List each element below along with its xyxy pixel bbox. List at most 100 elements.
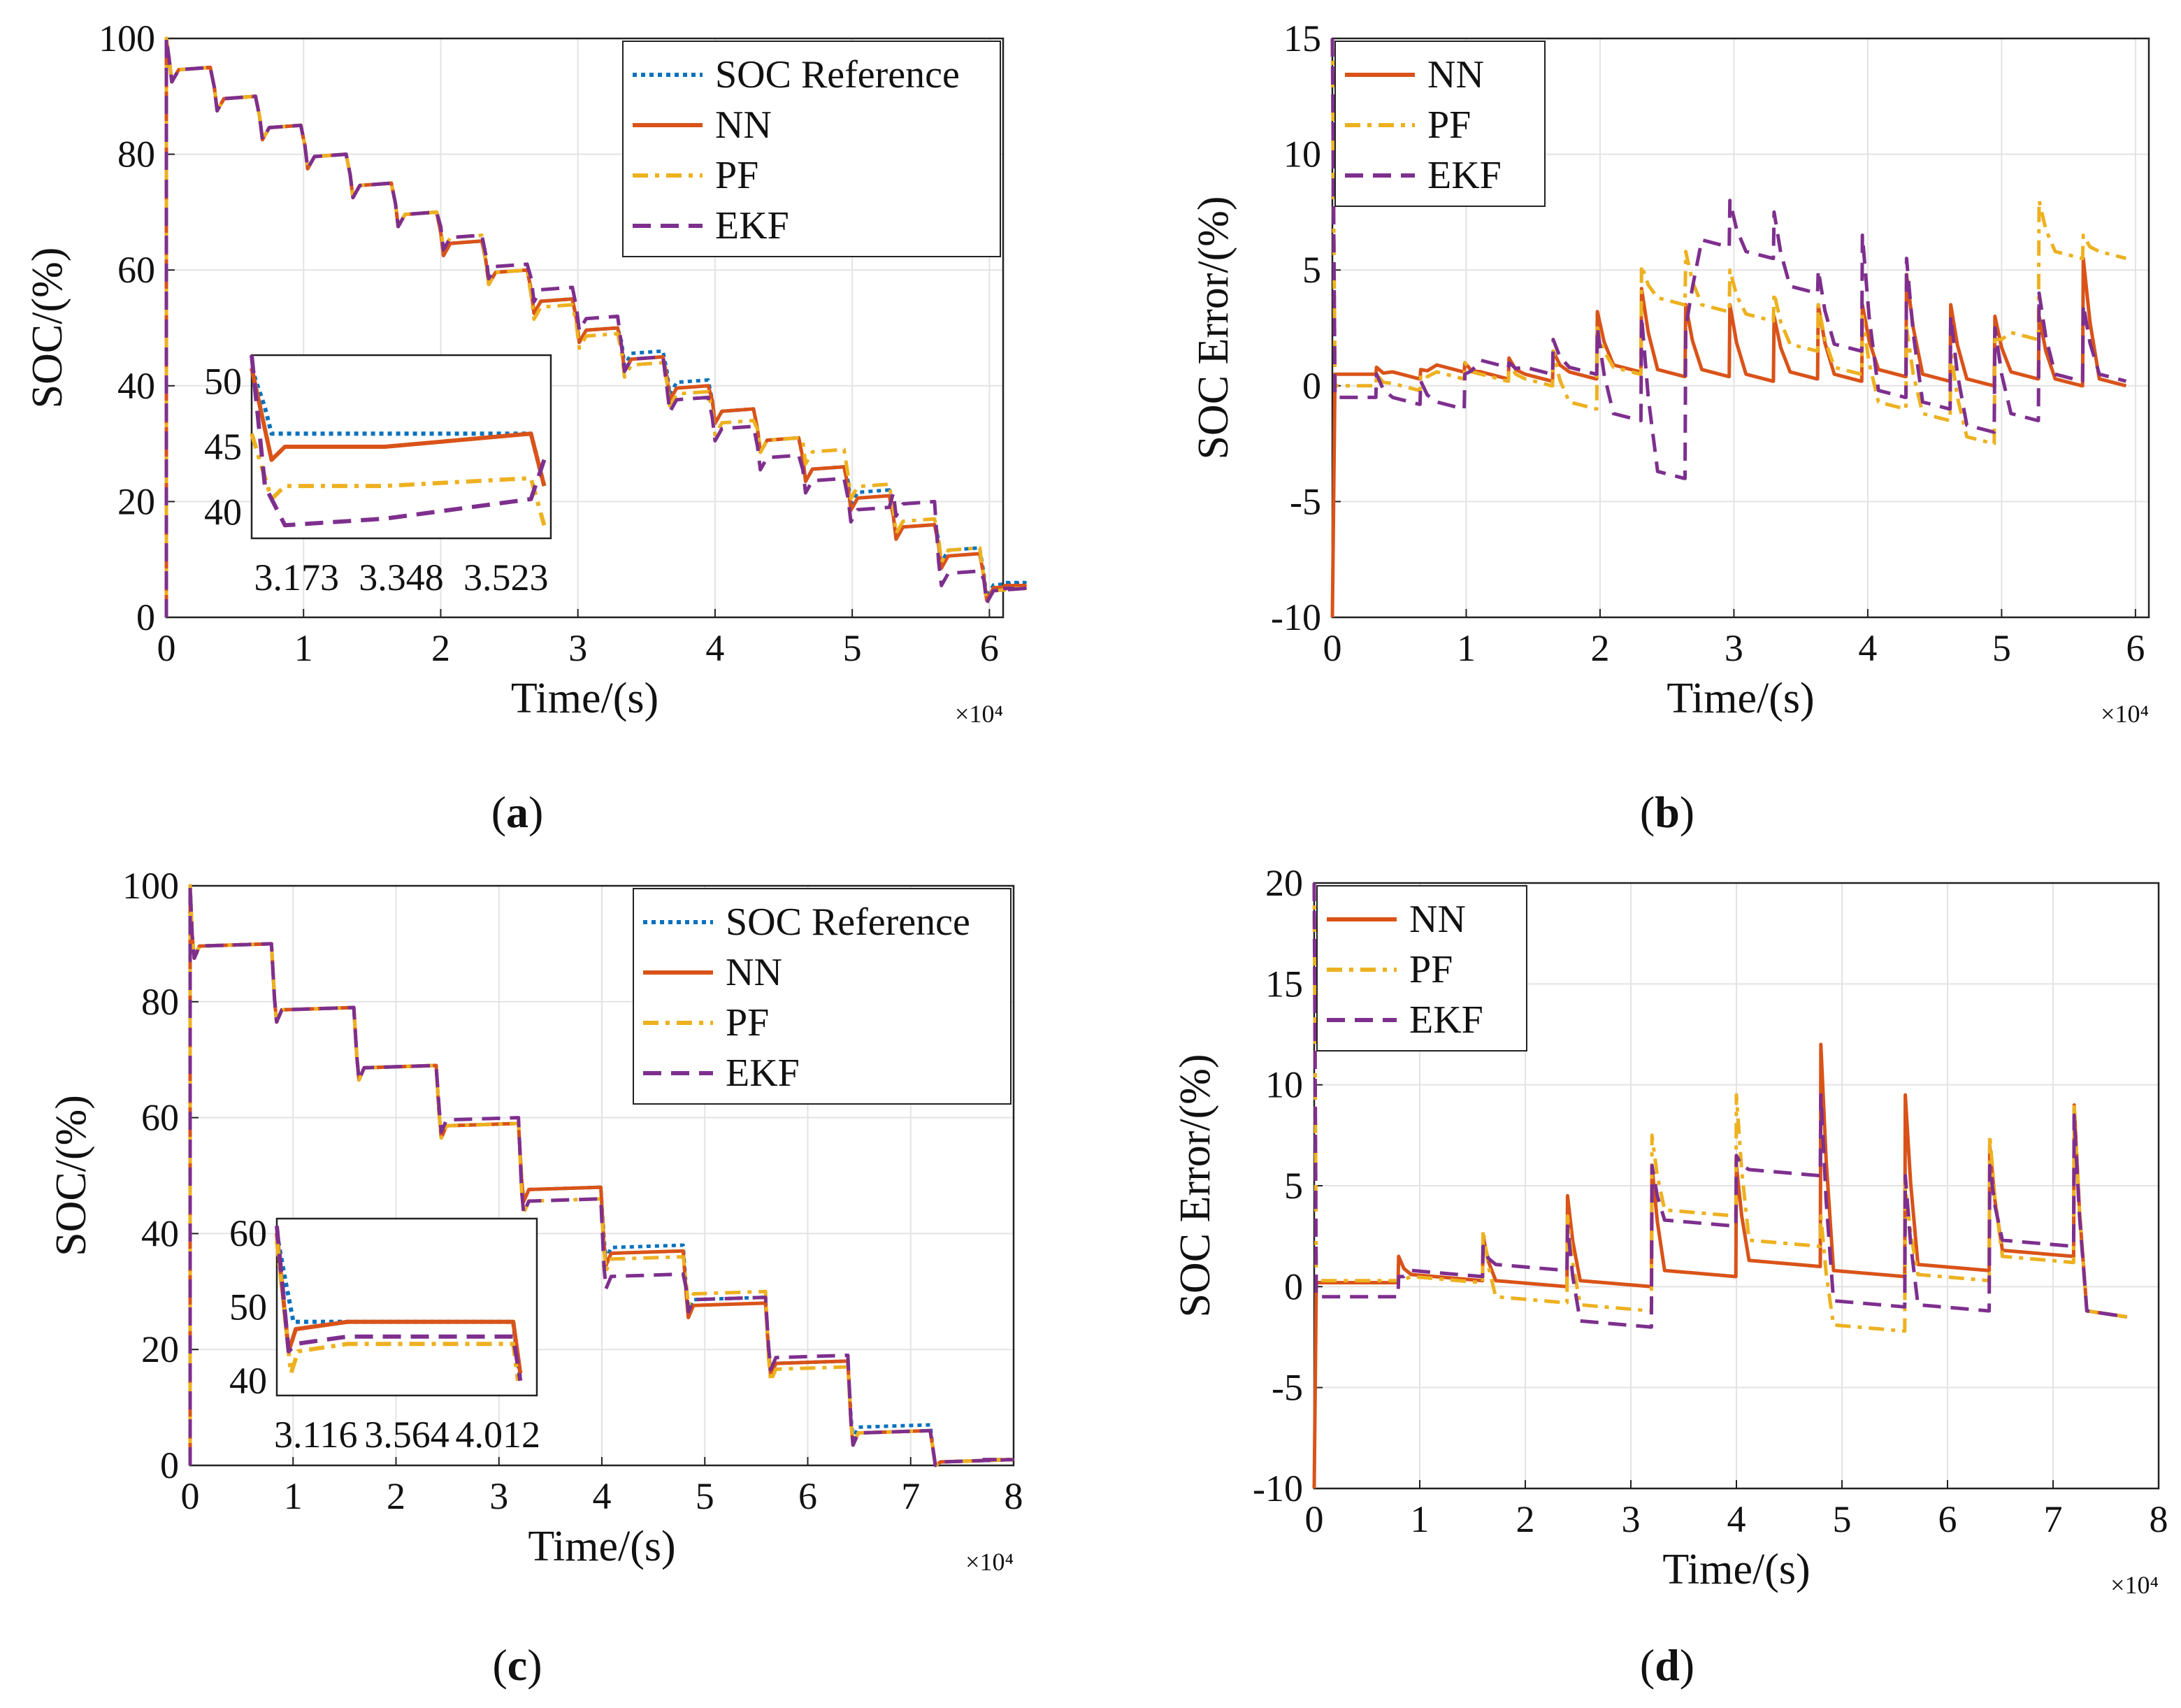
legend-label-nn: NN	[1409, 898, 1466, 941]
series-line-ekf	[1312, 882, 2128, 1329]
x-exponent-label: ×10⁴	[965, 1548, 1014, 1576]
legend-label-soc-reference: SOC Reference	[715, 53, 960, 96]
x-tick-label: 2	[387, 1475, 405, 1517]
inset-frame	[275, 1217, 538, 1397]
inset-y-tick-label: 40	[229, 1360, 267, 1402]
x-tick-label: 0	[181, 1475, 200, 1517]
x-tick-label: 8	[1005, 1475, 1023, 1517]
y-tick-label: -10	[1253, 1467, 1303, 1509]
y-axis-title: SOC Error/(%)	[1190, 196, 1237, 459]
x-tick-label: 7	[2044, 1498, 2063, 1540]
panel-label-b: (b)	[1639, 787, 1695, 837]
legend-label-pf: PF	[726, 1001, 769, 1045]
y-tick-label: 10	[1283, 134, 1321, 175]
series-line-ekf	[1330, 38, 2127, 480]
y-tick-label: 40	[117, 365, 155, 407]
x-tick-label: 1	[1457, 627, 1476, 669]
inset-x-tick-label: 3.348	[359, 557, 444, 598]
inset-y-tick-label: 60	[229, 1212, 267, 1254]
chart-panel-d: 0 1 2 3 4 5 6 7 8 -10 -5 0 5 10 15 20 Time/(s) SOC Error/…	[1172, 862, 2168, 1599]
y-tick-label: 0	[136, 596, 155, 638]
x-tick-label: 8	[2150, 1498, 2168, 1540]
y-tick-label: 40	[141, 1212, 179, 1254]
y-tick-label: 20	[117, 480, 155, 522]
y-tick-label: 100	[99, 17, 155, 59]
chart-panel-b: 0 1 2 3 4 5 6 -10 -5 0 5 10 15 Time/(s) SOC Error/(%) ×…	[1190, 17, 2150, 728]
series-line-pf	[1330, 38, 2127, 446]
x-tick-label: 2	[1590, 627, 1609, 669]
series-line-nn	[250, 368, 547, 487]
x-exponent-label: ×10⁴	[955, 700, 1003, 728]
series-line-nn	[1330, 257, 2127, 618]
y-axis-title: SOC Error/(%)	[1172, 1054, 1219, 1317]
y-tick-label: -5	[1272, 1367, 1303, 1409]
x-tick-label: 1	[1411, 1498, 1430, 1540]
x-tick-label: 5	[843, 627, 862, 669]
x-axis-title: Time/(s)	[1662, 1546, 1810, 1593]
y-tick-label: 60	[141, 1097, 179, 1139]
x-tick-label: 3	[568, 627, 587, 669]
x-tick-label: 4	[593, 1475, 612, 1517]
x-axis-title: Time/(s)	[1667, 675, 1814, 722]
series-line-ekf	[250, 354, 547, 528]
x-tick-label: 3	[489, 1475, 508, 1517]
x-tick-label: 0	[157, 627, 176, 669]
panel-label-d: (d)	[1639, 1640, 1695, 1690]
x-tick-label: 3	[1725, 627, 1743, 669]
x-tick-label: 2	[431, 627, 450, 669]
legend-label-nn: NN	[726, 951, 782, 994]
inset-y-tick-label: 40	[204, 491, 242, 533]
inset-x-tick-label: 3.523	[463, 557, 549, 598]
x-tick-label: 5	[1992, 627, 2011, 669]
x-axis-title: Time/(s)	[511, 675, 658, 722]
x-tick-label: 0	[1323, 627, 1342, 669]
y-tick-label: 0	[160, 1444, 179, 1486]
panel-label-a: (a)	[491, 787, 544, 837]
y-tick-label: 20	[1265, 862, 1303, 904]
y-tick-label: -5	[1290, 480, 1321, 522]
x-tick-label: 6	[1938, 1498, 1957, 1540]
legend-label-soc-reference: SOC Reference	[726, 900, 970, 944]
x-tick-label: 5	[696, 1475, 714, 1517]
x-tick-label: 4	[1858, 627, 1877, 669]
legend-label-pf: PF	[715, 154, 758, 197]
y-tick-label: 5	[1302, 249, 1321, 291]
x-tick-label: 2	[1516, 1498, 1535, 1540]
x-tick-label: 6	[798, 1475, 817, 1517]
legend-label-nn: NN	[1427, 53, 1484, 96]
x-tick-label: 1	[284, 1475, 303, 1517]
inset-x-tick-label: 3.564	[364, 1414, 449, 1456]
series-line-ekf	[188, 884, 1014, 1467]
y-tick-label: 100	[122, 865, 179, 907]
legend-label-ekf: EKF	[1409, 998, 1483, 1042]
y-tick-label: 60	[117, 249, 155, 291]
x-tick-label: 6	[980, 627, 999, 669]
y-tick-label: 0	[1302, 365, 1321, 407]
inset-y-tick-label: 45	[204, 426, 242, 468]
series-line-pf	[1312, 882, 2128, 1333]
y-tick-label: 80	[117, 134, 155, 175]
inset-x-tick-label: 3.116	[274, 1414, 358, 1456]
series-line-pf	[250, 433, 547, 526]
x-exponent-label: ×10⁴	[2110, 1571, 2159, 1599]
legend-label-pf: PF	[1409, 948, 1453, 991]
legend-box	[622, 41, 1001, 257]
legend-label-ekf: EKF	[726, 1052, 800, 1095]
y-tick-label: 15	[1283, 17, 1321, 59]
panel-label-c: (c)	[492, 1640, 542, 1690]
chart-panel-a: 0 1 2 3 4 5 6020406080100Time/(s)SOC/(%)×10⁴40…	[24, 17, 1027, 728]
y-tick-label: -10	[1271, 596, 1321, 638]
legend-box	[633, 888, 1012, 1105]
inset-x-tick-label: 3.173	[254, 557, 339, 598]
y-tick-label: 80	[141, 981, 179, 1023]
x-tick-label: 7	[901, 1475, 920, 1517]
x-tick-label: 4	[1727, 1498, 1746, 1540]
x-tick-label: 6	[2126, 627, 2145, 669]
x-tick-label: 0	[1305, 1498, 1324, 1540]
x-tick-label: 5	[1833, 1498, 1852, 1540]
x-tick-label: 1	[294, 627, 313, 669]
legend-label-ekf: EKF	[1427, 154, 1502, 197]
y-tick-label: 20	[141, 1328, 179, 1370]
y-tick-label: 0	[1284, 1265, 1303, 1307]
